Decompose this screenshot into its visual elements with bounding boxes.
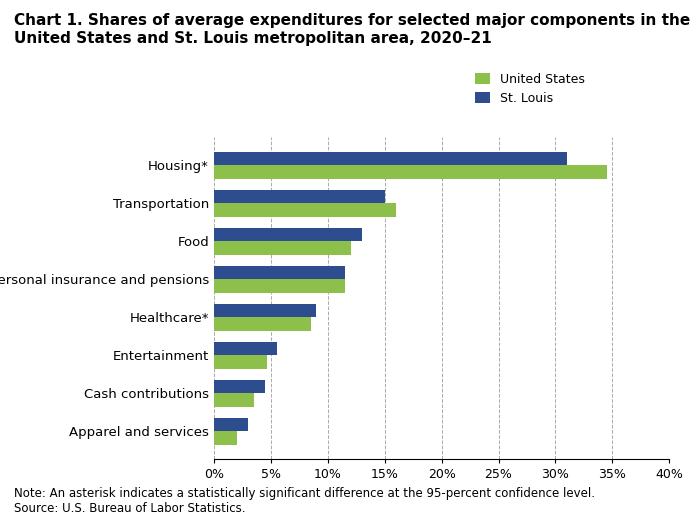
Bar: [214, 279, 345, 293]
Bar: [214, 266, 345, 279]
Bar: [214, 317, 310, 331]
Bar: [214, 418, 248, 431]
Bar: [214, 304, 316, 317]
Bar: [214, 165, 607, 178]
Bar: [214, 152, 567, 165]
Legend: United States, St. Louis: United States, St. Louis: [475, 73, 585, 105]
Text: Chart 1. Shares of average expenditures for selected major components in the
Uni: Chart 1. Shares of average expenditures …: [14, 13, 690, 45]
Bar: [214, 203, 396, 216]
Bar: [214, 228, 362, 241]
Bar: [214, 431, 237, 445]
Bar: [214, 393, 254, 407]
Text: Note: An asterisk indicates a statistically significant difference at the 95-per: Note: An asterisk indicates a statistica…: [14, 487, 595, 515]
Bar: [214, 355, 268, 369]
Bar: [214, 190, 385, 203]
Bar: [214, 241, 351, 254]
Bar: [214, 342, 277, 355]
Bar: [214, 380, 265, 393]
